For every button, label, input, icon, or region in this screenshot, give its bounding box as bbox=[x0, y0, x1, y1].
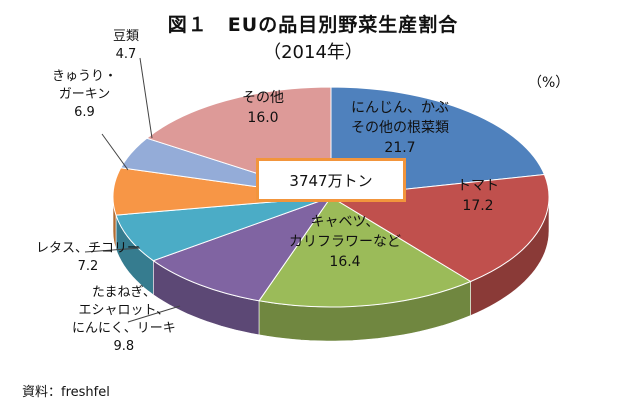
slice-label-3: たまねぎ、エシャロット、 にんにく、リーキ 9.8 bbox=[72, 284, 176, 356]
leader-line-3 bbox=[127, 305, 181, 323]
slice-label-5-line-0: きゅうり・ bbox=[52, 69, 118, 84]
slice-label-0: にんじん、かぶ その他の根菜類 21.7 bbox=[351, 98, 449, 158]
slice-label-6-line-0: 豆類 bbox=[113, 29, 140, 44]
slice-label-2-line-0: キャベツ、 bbox=[310, 214, 380, 230]
slice-label-5-line-1: ガーキン bbox=[58, 87, 111, 102]
pie-slice-4 bbox=[115, 196, 332, 262]
slice-label-7-line-0: その他 bbox=[242, 90, 284, 106]
slice-value-7: 16.0 bbox=[247, 110, 279, 126]
slice-label-7: その他 16.0 bbox=[242, 88, 284, 128]
slice-label-1-line-0: トマト bbox=[457, 178, 499, 194]
slice-value-3: 9.8 bbox=[113, 339, 135, 354]
total-callout: 3747万トン bbox=[256, 158, 406, 202]
slice-value-2: 16.4 bbox=[329, 254, 361, 270]
slice-label-2-line-1: カリフラワーなど bbox=[289, 234, 401, 250]
slice-value-4: 7.2 bbox=[77, 259, 99, 274]
chart-title: 図１ EUの品目別野菜生産割合 bbox=[167, 14, 459, 36]
slice-label-3-line-0: たまねぎ、 bbox=[91, 285, 156, 300]
total-label: 3747万トン bbox=[289, 171, 373, 190]
chart-subtitle: （2014年） bbox=[263, 42, 363, 63]
leader-line-5 bbox=[101, 133, 129, 171]
slice-label-1: トマト 17.2 bbox=[457, 176, 499, 216]
slice-label-6: 豆類 4.7 bbox=[113, 28, 139, 64]
slice-label-5: きゅうり・ガーキン 6.9 bbox=[52, 68, 117, 122]
slice-value-1: 17.2 bbox=[462, 198, 494, 214]
slice-label-0-line-0: にんじん、かぶ bbox=[351, 100, 449, 116]
slice-value-6: 4.7 bbox=[115, 47, 137, 62]
slice-label-2: キャベツ、カリフラワーなど 16.4 bbox=[289, 212, 401, 272]
slice-label-4-line-0: レタス、チコリー bbox=[36, 241, 141, 256]
leader-lines bbox=[84, 57, 181, 323]
source-note: 資料：freshfel bbox=[22, 385, 110, 400]
slice-label-0-line-1: その他の根菜類 bbox=[351, 120, 449, 136]
pie-side-walls bbox=[112, 196, 550, 342]
slice-value-5: 6.9 bbox=[74, 105, 95, 120]
slice-label-4: レタス、チコリー 7.2 bbox=[36, 240, 140, 276]
unit-label: （%） bbox=[528, 75, 570, 91]
slice-value-0: 21.7 bbox=[384, 140, 416, 156]
leader-line-6 bbox=[139, 57, 153, 139]
pie-slice-3 bbox=[152, 196, 333, 302]
pie-slice-2 bbox=[258, 196, 472, 308]
slice-label-3-line-2: にんにく、リーキ bbox=[72, 321, 176, 336]
leader-line-4 bbox=[84, 247, 141, 253]
slice-label-3-line-1: エシャロット、 bbox=[78, 303, 170, 318]
